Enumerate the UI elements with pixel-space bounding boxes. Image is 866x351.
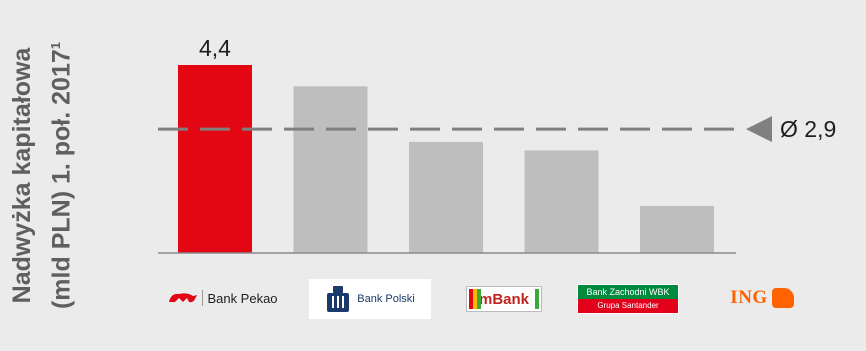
pekao-bison-icon: [169, 293, 198, 303]
bar-bank-polski: [293, 86, 368, 253]
logo-mbank: mBank: [466, 286, 542, 312]
logo-ing: ING: [712, 284, 812, 312]
mbank-stripe-red: [469, 289, 473, 309]
logo-bank-pekao: Bank Pekao: [165, 280, 280, 316]
mbank-stripe-yellow: [473, 289, 477, 309]
bar-value-label: 4,4: [199, 35, 231, 61]
bar-mbank: [409, 141, 483, 253]
average-label: Ø 2,9: [780, 116, 836, 142]
pekao-logo-text: Bank Pekao: [207, 290, 278, 306]
average-marker: [746, 116, 772, 143]
pko-logo-text: Bank Polski: [357, 293, 415, 305]
mbank-logo-text: mBank: [478, 290, 530, 308]
bar-bank-pekao: [178, 65, 252, 253]
pko-piggy-bank-icon: [327, 286, 350, 312]
bar-ing: [640, 206, 714, 253]
ing-logo-text: ING: [730, 287, 768, 308]
ing-lion-icon: [771, 288, 794, 308]
mbank-stripe-right: [535, 289, 539, 309]
logo-bank-zachodni-wbk: Bank Zachodni WBK Grupa Santander: [577, 284, 679, 314]
pekao-separator: [202, 290, 204, 306]
mbank-stripe-green: [477, 289, 481, 309]
bzwbk-logo-text: Bank Zachodni WBK: [578, 285, 678, 299]
logo-pko-bank-polski: Bank Polski: [309, 279, 431, 319]
bar-bank-zachodni-wbk: [524, 150, 599, 253]
bzwbk-santander-text: Grupa Santander: [578, 299, 678, 313]
bars: [178, 65, 714, 253]
